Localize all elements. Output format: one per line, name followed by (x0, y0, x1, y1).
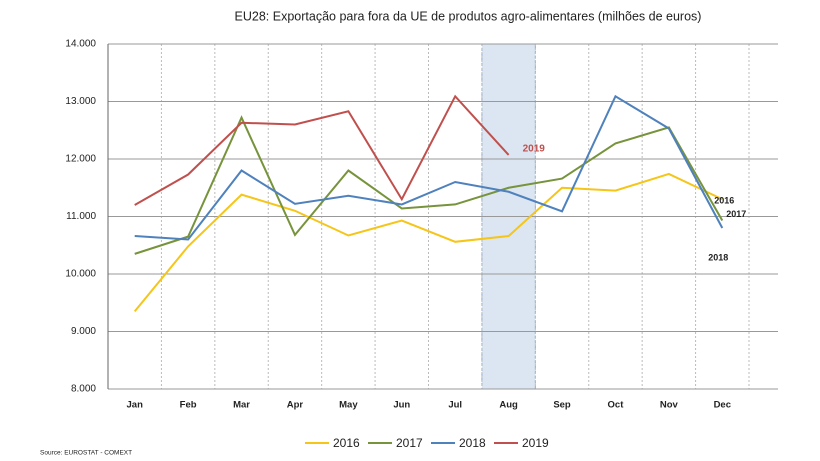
series-line (134, 115, 724, 255)
series-line (134, 94, 510, 206)
series-end-label: 2018 (708, 252, 728, 262)
y-tick-label: 9.000 (71, 326, 96, 337)
legend-label: 2016 (333, 436, 360, 450)
x-tick-label: Apr (287, 400, 304, 411)
series-line (134, 94, 724, 241)
source-note: Source: EUROSTAT - COMEXT (40, 450, 132, 457)
x-tick-label: Jul (448, 400, 462, 411)
x-tick-label: Sep (553, 400, 571, 411)
chart-title: EU28: Exportação para fora da UE de prod… (235, 9, 702, 23)
y-tick-label: 14.000 (65, 39, 96, 50)
y-tick-label: 11.000 (66, 211, 96, 222)
x-tick-label: Oct (608, 400, 625, 411)
legend-label: 2018 (459, 436, 486, 450)
legend-label: 2017 (396, 436, 423, 450)
x-tick-label: Mar (233, 400, 250, 411)
x-tick-label: Nov (660, 400, 679, 411)
legend-label: 2019 (522, 436, 549, 450)
x-tick-label: Feb (180, 400, 197, 411)
x-tick-label: Aug (499, 400, 518, 411)
series-end-label: 2019 (523, 144, 546, 155)
y-tick-label: 12.000 (65, 154, 96, 165)
x-tick-label: Dec (714, 400, 731, 411)
y-tick-label: 13.000 (65, 96, 96, 107)
y-tick-label: 8.000 (71, 384, 96, 395)
series-end-label: 2016 (714, 196, 734, 206)
x-tick-label: May (339, 400, 358, 411)
x-tick-label: Jan (127, 400, 144, 411)
series-end-label: 2017 (726, 209, 746, 219)
x-tick-label: Jun (393, 400, 410, 411)
series-line (133, 172, 723, 313)
y-tick-label: 10.000 (65, 269, 96, 280)
